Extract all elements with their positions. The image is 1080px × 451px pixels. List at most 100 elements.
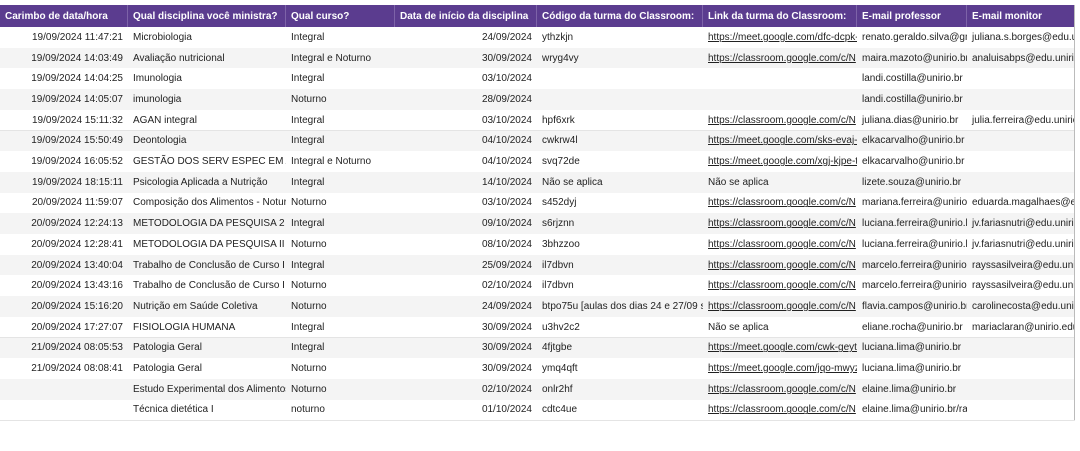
cell: analuisabps@edu.unirio. bbox=[972, 52, 1075, 64]
table-border bbox=[0, 5, 1075, 421]
column-header: Código da turma do Classroom: bbox=[537, 5, 703, 27]
cell: btpo75u [aulas dos dias 24 e 27/09 se bbox=[542, 300, 703, 312]
link-cell[interactable]: https://classroom.google.com/c/N bbox=[708, 114, 856, 126]
cell: 20/09/2024 17:27:07 bbox=[31, 321, 123, 333]
cell: jv.fariasnutri@edu.unirio. bbox=[972, 238, 1075, 250]
cell: 04/10/2024 bbox=[481, 156, 532, 168]
cell: 21/09/2024 08:05:53 bbox=[31, 342, 123, 354]
cell: 19/09/2024 16:05:52 bbox=[31, 156, 123, 168]
cell: 19/09/2024 11:47:21 bbox=[31, 31, 123, 43]
cell: Noturno bbox=[291, 300, 327, 312]
cell: 19/09/2024 15:50:49 bbox=[31, 135, 123, 147]
cell: Noturno bbox=[291, 197, 327, 209]
cell: 24/09/2024 bbox=[481, 300, 532, 312]
cell: 03/10/2024 bbox=[481, 73, 532, 85]
cell: Patologia Geral bbox=[133, 342, 202, 354]
cell: Não se aplica bbox=[542, 176, 603, 188]
row-band bbox=[0, 399, 1075, 422]
cell: 21/09/2024 08:08:41 bbox=[31, 363, 123, 375]
link-cell[interactable]: https://classroom.google.com/c/N bbox=[708, 259, 856, 271]
cell: Avaliação nutricional bbox=[133, 52, 225, 64]
cell: jv.fariasnutri@edu.unirio. bbox=[972, 218, 1075, 230]
cell: rayssasilveira@edu.unirio. bbox=[972, 259, 1075, 271]
cell: Integral bbox=[291, 73, 325, 85]
link-cell[interactable]: https://classroom.google.com/c/N bbox=[708, 218, 856, 230]
cell: Microbiologia bbox=[133, 31, 192, 43]
cell: METODOLOGIA DA PESQUISA 2 bbox=[133, 218, 285, 230]
cell: 19/09/2024 18:15:11 bbox=[31, 176, 123, 188]
cell: 20/09/2024 13:40:04 bbox=[31, 259, 123, 271]
cell: Integral bbox=[291, 342, 325, 354]
cell: onlr2hf bbox=[542, 383, 573, 395]
cell: Noturno bbox=[291, 280, 327, 292]
cell: s452dyj bbox=[542, 197, 577, 209]
cell: Integral bbox=[291, 114, 325, 126]
cell: il7dbvn bbox=[542, 259, 574, 271]
cell: 30/09/2024 bbox=[481, 342, 532, 354]
cell: luciana.ferreira@unirio.br bbox=[862, 238, 967, 250]
link-cell[interactable]: https://classroom.google.com/c/N bbox=[708, 404, 856, 416]
cell: carolinecosta@edu.unirio bbox=[972, 300, 1075, 312]
cell: lizete.souza@unirio.br bbox=[862, 176, 962, 188]
link-cell[interactable]: https://classroom.google.com/c/N bbox=[708, 197, 856, 209]
link-cell[interactable]: https://classroom.google.com/c/N bbox=[708, 52, 856, 64]
cell: marcelo.ferreira@unirio.b bbox=[862, 280, 967, 292]
cell: julia.ferreira@edu.unirio. bbox=[972, 114, 1075, 126]
cell: 03/10/2024 bbox=[481, 114, 532, 126]
cell: 24/09/2024 bbox=[481, 31, 532, 43]
cell: Trabalho de Conclusão de Curso I bbox=[133, 259, 285, 271]
cell: rayssasilveira@edu.unirio. bbox=[972, 280, 1075, 292]
column-header: Qual disciplina você ministra? bbox=[128, 5, 286, 27]
cell: 30/09/2024 bbox=[481, 321, 532, 333]
link-cell[interactable]: https://classroom.google.com/c/N bbox=[708, 300, 856, 312]
link-cell[interactable]: https://meet.google.com/sks-evaj- bbox=[708, 135, 857, 147]
cell: FISIOLOGIA HUMANA bbox=[133, 321, 236, 333]
column-header: E-mail professor bbox=[857, 5, 967, 27]
link-cell[interactable]: https://meet.google.com/xgj-kjpe-t bbox=[708, 156, 857, 168]
cell: elaine.lima@unirio.br bbox=[862, 383, 957, 395]
cell: svq72de bbox=[542, 156, 580, 168]
cell: marcelo.ferreira@unirio.b bbox=[862, 259, 967, 271]
cell: Integral bbox=[291, 259, 325, 271]
cell: mariana.ferreira@unirio.b bbox=[862, 197, 967, 209]
cell: 03/10/2024 bbox=[481, 197, 532, 209]
cell: Integral bbox=[291, 31, 325, 43]
cell: 3bhzzoo bbox=[542, 238, 580, 250]
cell: ymq4qft bbox=[542, 363, 578, 375]
cell: 19/09/2024 14:04:25 bbox=[31, 73, 123, 85]
cell: 02/10/2024 bbox=[481, 383, 532, 395]
link-cell[interactable]: https://meet.google.com/cwk-geyt bbox=[708, 342, 857, 354]
cell: 28/09/2024 bbox=[481, 93, 532, 105]
cell: AGAN integral bbox=[133, 114, 197, 126]
cell: cdtc4ue bbox=[542, 404, 578, 416]
link-cell[interactable]: https://meet.google.com/dfc-dcpk- bbox=[708, 31, 857, 43]
cell: imunologia bbox=[133, 93, 182, 105]
cell: Integral e Noturno bbox=[291, 156, 372, 168]
cell: Não se aplica bbox=[708, 176, 769, 188]
cell: Patologia Geral bbox=[133, 363, 202, 375]
cell: ythzkjn bbox=[542, 31, 574, 43]
column-header: Data de início da disciplina bbox=[395, 5, 537, 27]
cell: renato.geraldo.silva@gm bbox=[862, 31, 967, 43]
cell: Deontologia bbox=[133, 135, 187, 147]
cell: Técnica dietética I bbox=[133, 404, 214, 416]
cell: 20/09/2024 15:16:20 bbox=[31, 300, 123, 312]
link-cell[interactable]: https://classroom.google.com/c/N bbox=[708, 280, 856, 292]
cell: 19/09/2024 15:11:32 bbox=[31, 114, 123, 126]
cell: mariaclaran@unirio.edu. bbox=[972, 321, 1075, 333]
cell: cwkrw4l bbox=[542, 135, 578, 147]
cell: 30/09/2024 bbox=[481, 52, 532, 64]
cell: landi.costilla@unirio.br bbox=[862, 73, 963, 85]
cell: 20/09/2024 12:28:41 bbox=[31, 238, 123, 250]
cell: 20/09/2024 12:24:13 bbox=[31, 218, 123, 230]
cell: luciana.lima@unirio.br bbox=[862, 342, 962, 354]
link-cell[interactable]: https://classroom.google.com/c/N bbox=[708, 238, 856, 250]
cell: Estudo Experimental dos Alimentos bbox=[133, 383, 286, 395]
link-cell[interactable]: https://classroom.google.com/c/N bbox=[708, 383, 856, 395]
link-cell[interactable]: https://meet.google.com/jqo-mwyz bbox=[708, 363, 857, 375]
cell: 04/10/2024 bbox=[481, 135, 532, 147]
cell: 14/10/2024 bbox=[481, 176, 532, 188]
cell: il7dbvn bbox=[542, 280, 574, 292]
cell: 25/09/2024 bbox=[481, 259, 532, 271]
